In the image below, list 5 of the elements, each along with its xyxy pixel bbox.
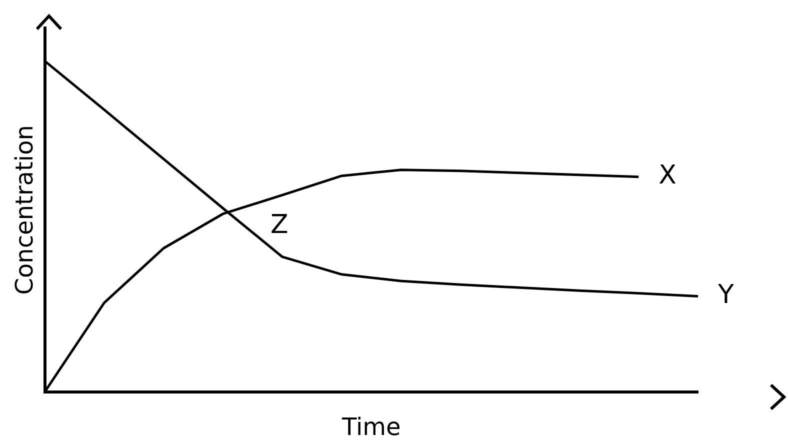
y-axis-title: Concentration [10,125,39,295]
series-label: Y [717,280,734,310]
x-axis-title: Time [341,412,401,441]
annotation: Z [270,210,288,240]
series-label: X [658,160,676,191]
